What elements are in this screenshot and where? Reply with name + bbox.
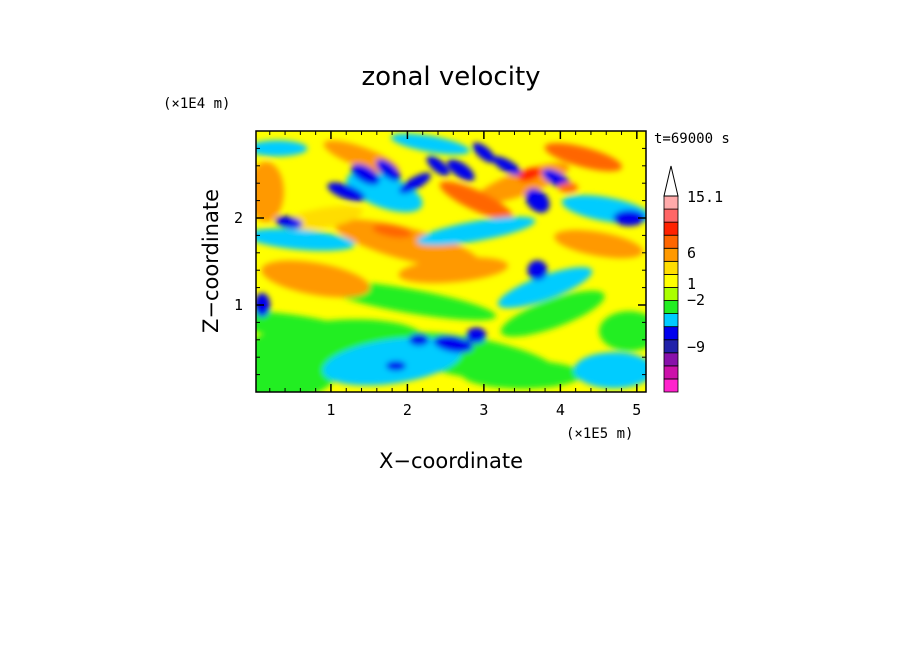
velocity-contour-region [256,140,308,157]
velocity-contour-region [599,311,646,352]
y-tick-label: 2 [234,209,243,227]
velocity-contour-region [554,229,643,259]
velocity-contour-region [433,335,474,353]
colorbar-extend-arrow [663,165,679,197]
x-tick-label: 2 [403,401,412,419]
y-tick-label: 1 [234,296,243,314]
velocity-contour-region [283,205,363,231]
velocity-contour-region [256,311,363,343]
colorbar-swatch [663,352,679,367]
colorbar-label: 6 [687,244,696,262]
velocity-contour-region [385,360,406,371]
velocity-contour-region [261,260,370,298]
time-label: t=69000 s [654,131,730,147]
x-axis-label: X−coordinate [379,449,523,473]
velocity-contour-region [426,155,450,176]
x-tick-label: 3 [479,401,488,419]
velocity-contour-region [613,210,646,226]
velocity-contour-region [527,260,548,281]
velocity-contour-region [417,216,536,246]
colorbar-label: −2 [687,291,705,309]
x-tick-label: 4 [556,401,565,419]
velocity-contour-region [327,182,366,202]
velocity-contour-region [518,167,542,182]
velocity-contour-region [447,159,475,181]
y-unit-label: (×1E4 m) [163,96,230,112]
velocity-contour-region [350,163,380,186]
plot-area [256,131,646,392]
velocity-contour-region [375,159,401,182]
colorbar-swatch [663,326,679,341]
velocity-contour-region [558,182,578,193]
colorbar-swatch [663,313,679,328]
colorbar-swatch [663,300,679,314]
x-tick-label: 1 [326,401,335,419]
x-tick-label: 5 [632,401,641,419]
velocity-contour-region [525,188,550,213]
colorbar-swatch [663,287,679,301]
velocity-contour-region [334,219,480,269]
colorbar-swatch [663,221,679,236]
velocity-contour-region [439,181,513,220]
colorbar-swatch [663,339,679,354]
contour-field [256,133,646,392]
colorbar-label: 15.1 [687,188,723,206]
velocity-contour-region [472,142,496,163]
velocity-contour-region [390,133,470,155]
colorbar-swatch [663,234,679,249]
colorbar-swatch [663,273,679,288]
velocity-contour-region [399,172,431,194]
colorbar: 15.1 6 1−2 −9 [663,165,723,393]
velocity-contour-region [372,224,412,238]
x-unit-label: (×1E5 m) [566,426,633,442]
plot-frame [255,130,647,393]
velocity-contour-region [275,215,303,229]
colorbar-label: −9 [687,338,705,356]
colorbar-swatch [663,247,679,262]
velocity-contour-region [256,340,338,392]
velocity-contour-region [256,228,356,251]
chart-title: zonal velocity [361,62,540,92]
colorbar-swatch [663,260,679,275]
velocity-contour-region [492,156,522,176]
colorbar-swatch [663,365,679,380]
colorbar-swatch [663,208,679,223]
colorbar-swatch [663,195,679,210]
velocity-contour-region [398,257,509,284]
y-axis: 12 [234,147,646,376]
velocity-contour-region [256,161,284,222]
velocity-contour-region [544,142,623,172]
velocity-contour-region [466,327,487,344]
velocity-contour-region [462,360,583,389]
y-axis-label: Z−coordinate [199,189,223,333]
velocity-contour-region [573,352,646,389]
velocity-contour-region [497,267,593,309]
velocity-contour-region [500,290,605,337]
x-axis: 1 2 3 4 5 [269,131,641,419]
velocity-contour-region [408,333,429,346]
colorbar-label: 1 [687,275,696,293]
colorbar-swatch [663,378,679,393]
